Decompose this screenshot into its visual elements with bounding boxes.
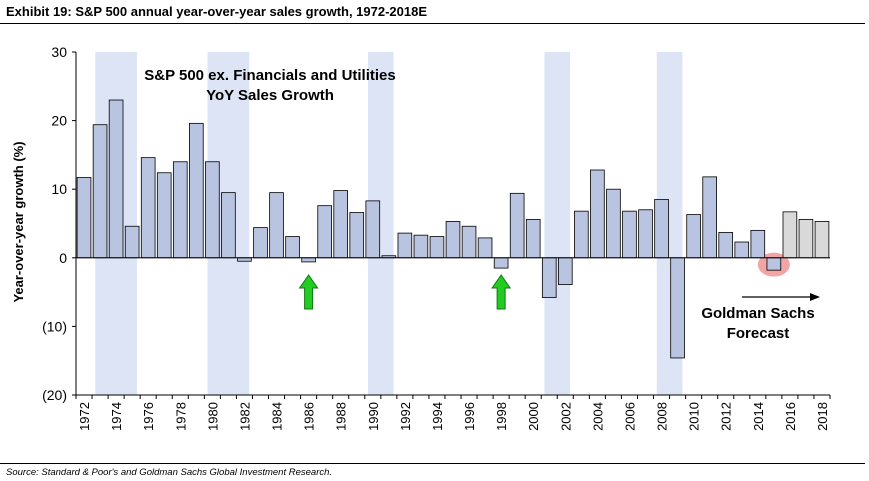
forecast-arrow bbox=[742, 293, 820, 301]
bar-1986 bbox=[301, 257, 316, 263]
x-tick-label-2002: 2002 bbox=[558, 402, 573, 431]
bar-2000 bbox=[525, 218, 541, 259]
bar-2004 bbox=[590, 169, 605, 259]
bar-1979 bbox=[189, 122, 204, 259]
y-tick-label: (10) bbox=[42, 318, 67, 334]
x-tick-label-1986: 1986 bbox=[302, 402, 317, 431]
bar-1999 bbox=[509, 192, 525, 259]
bar-2016 bbox=[782, 211, 798, 259]
x-tick-label-2012: 2012 bbox=[719, 402, 734, 431]
source-note: Source: Standard & Poor's and Goldman Sa… bbox=[6, 467, 333, 478]
bar-1973 bbox=[92, 124, 108, 259]
green-arrow-1986 bbox=[298, 274, 319, 310]
y-tick-label: 20 bbox=[51, 113, 67, 129]
bar-2005 bbox=[606, 188, 621, 259]
bar-1996 bbox=[461, 225, 477, 259]
x-tick-label-1972: 1972 bbox=[77, 402, 92, 431]
x-tick-label-1992: 1992 bbox=[398, 402, 413, 431]
x-tick-label-2000: 2000 bbox=[526, 402, 541, 431]
y-tick-label: 10 bbox=[51, 181, 67, 197]
bar-2006 bbox=[622, 210, 637, 259]
bar-2009 bbox=[670, 257, 685, 359]
bar-1989 bbox=[349, 212, 365, 259]
y-tick-label: 30 bbox=[51, 44, 67, 60]
bar-1983 bbox=[253, 227, 268, 259]
x-tick-label-1980: 1980 bbox=[205, 402, 220, 431]
bar-2001 bbox=[541, 257, 557, 298]
bar-1978 bbox=[172, 161, 188, 259]
bar-2003 bbox=[574, 210, 589, 259]
x-tick-label-2008: 2008 bbox=[655, 402, 670, 431]
bar-1974 bbox=[108, 99, 124, 259]
bar-1982 bbox=[237, 257, 252, 262]
bar-2013 bbox=[734, 241, 750, 259]
x-tick-label-1974: 1974 bbox=[109, 402, 124, 431]
x-tick-label-2018: 2018 bbox=[815, 402, 830, 431]
x-tick-label-2010: 2010 bbox=[687, 402, 702, 431]
recession-shade-2001 bbox=[544, 52, 571, 395]
x-tick-label-1982: 1982 bbox=[237, 402, 252, 431]
x-tick-label-1996: 1996 bbox=[462, 402, 477, 431]
bar-1994 bbox=[429, 236, 445, 259]
bar-2007 bbox=[638, 209, 653, 259]
bar-1992 bbox=[397, 232, 413, 259]
x-tick-label-1990: 1990 bbox=[366, 402, 381, 431]
bar-2015 bbox=[766, 257, 782, 271]
bar-1975 bbox=[124, 225, 140, 259]
bar-1977 bbox=[156, 172, 172, 259]
bar-1981 bbox=[221, 192, 236, 259]
bar-1993 bbox=[413, 234, 429, 259]
x-tick-label-1976: 1976 bbox=[141, 402, 156, 431]
bar-1988 bbox=[333, 190, 349, 259]
x-tick-label-2014: 2014 bbox=[751, 402, 766, 431]
x-tick-label-2006: 2006 bbox=[622, 402, 637, 431]
y-tick-label: (20) bbox=[42, 387, 67, 403]
bar-2011 bbox=[702, 176, 717, 259]
top-rule bbox=[0, 23, 865, 24]
forecast-label-line2: Forecast bbox=[727, 325, 790, 342]
forecast-label-line1: Goldman Sachs bbox=[701, 305, 814, 322]
bar-1995 bbox=[445, 221, 461, 259]
inset-title-line1: S&P 500 ex. Financials and Utilities bbox=[144, 67, 396, 84]
bar-1972 bbox=[76, 177, 92, 259]
y-tick-label: 0 bbox=[59, 250, 67, 266]
bar-2014 bbox=[750, 229, 766, 259]
bar-1985 bbox=[285, 236, 300, 259]
chart-title: Exhibit 19: S&P 500 annual year-over-yea… bbox=[6, 4, 428, 19]
green-arrow-1998 bbox=[491, 274, 512, 310]
bar-1980 bbox=[205, 161, 220, 259]
bar-1984 bbox=[269, 192, 284, 259]
x-tick-label-2016: 2016 bbox=[783, 402, 798, 431]
y-axis-label: Year-over-year growth (%) bbox=[11, 141, 26, 302]
bar-2012 bbox=[718, 232, 734, 259]
bar-2018 bbox=[814, 221, 830, 259]
bar-2002 bbox=[557, 257, 573, 285]
bar-2008 bbox=[654, 199, 669, 259]
x-tick-label-2004: 2004 bbox=[590, 402, 605, 431]
bar-1990 bbox=[365, 200, 381, 259]
bottom-rule bbox=[0, 463, 865, 464]
bar-1997 bbox=[477, 237, 493, 259]
x-tick-label-1984: 1984 bbox=[270, 402, 285, 431]
bar-2017 bbox=[798, 218, 814, 259]
x-tick-label-1978: 1978 bbox=[173, 402, 188, 431]
bar-2010 bbox=[686, 214, 701, 259]
x-tick-label-1994: 1994 bbox=[430, 402, 445, 431]
bar-1998 bbox=[493, 257, 509, 269]
bar-1987 bbox=[317, 205, 332, 259]
x-tick-label-1998: 1998 bbox=[494, 402, 509, 431]
x-tick-label-1988: 1988 bbox=[334, 402, 349, 431]
inset-title-line2: YoY Sales Growth bbox=[206, 87, 334, 104]
bar-1976 bbox=[140, 157, 156, 259]
